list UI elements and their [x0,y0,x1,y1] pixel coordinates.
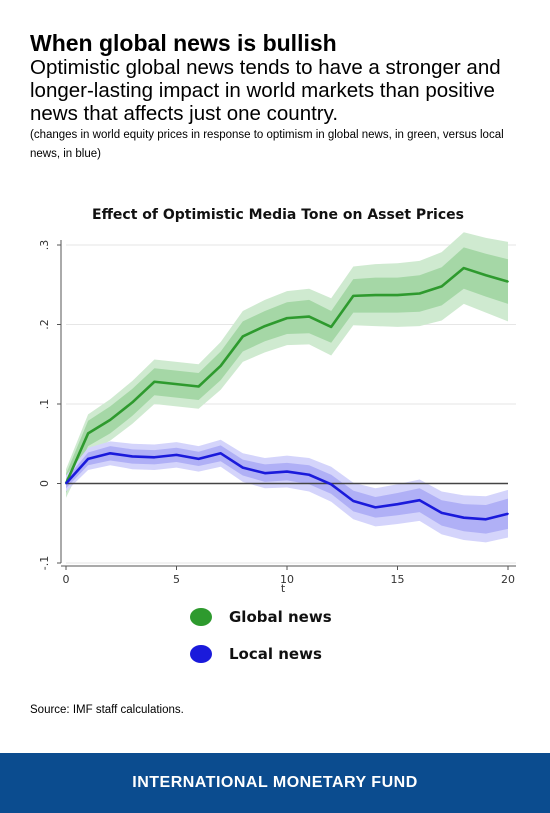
data-point [219,452,222,455]
data-point [197,385,200,388]
header: When global news is bullish Optimistic g… [30,30,530,164]
data-point [440,285,443,288]
data-point [374,506,377,509]
data-point [153,380,156,383]
legend-label: Global news [229,608,332,626]
data-point [463,267,465,269]
data-point [308,315,310,318]
data-point [440,512,443,514]
x-tick-label: 10 [280,573,294,586]
confidence-band-inner [66,445,508,534]
data-point [242,335,244,338]
chart-note: (changes in world equity prices in respo… [30,129,504,160]
data-point [485,518,487,521]
data-point [374,294,377,296]
data-point [485,274,487,277]
data-point [87,432,89,435]
data-point [308,473,310,476]
data-point [131,455,134,458]
data-point [65,482,67,485]
chart-title: Effect of Optimistic Media Tone on Asset… [92,207,464,223]
x-tick-label: 5 [173,573,180,586]
data-point [197,458,200,460]
data-point [175,383,178,385]
y-tick-label: -.1 [38,556,51,570]
x-tick-label: 20 [501,573,515,586]
organization-name: INTERNATIONAL MONETARY FUND [132,774,418,791]
data-point [286,470,288,473]
data-point [286,317,288,319]
data-point [330,326,333,328]
confidence-band-inner [66,247,508,494]
data-point [153,456,156,459]
source-note: Source: IMF staff calculations. [30,704,184,716]
confidence-band-outer [66,439,508,543]
data-point [418,499,421,501]
data-point [463,516,465,519]
data-point [396,503,399,505]
page-subtitle: Optimistic global news tends to have a s… [30,56,501,125]
x-tick-label: 0 [63,573,70,586]
legend-label: Local news [229,645,322,663]
data-point [219,365,222,367]
data-point [131,401,134,404]
data-point [264,325,266,327]
y-tick-label: .3 [38,240,51,251]
data-point [109,452,111,455]
data-point [87,458,89,460]
y-tick-label: .2 [38,319,51,330]
data-point [507,280,509,283]
data-point [330,483,333,486]
line-chart: Effect of Optimistic Media Tone on Asset… [38,207,516,663]
y-tick-label: 0 [38,480,51,487]
data-point [109,419,111,421]
legend-marker [190,608,212,626]
data-point [352,500,355,502]
footer-banner: INTERNATIONAL MONETARY FUND [0,753,550,813]
legend-marker [190,645,212,663]
x-axis-label: t [281,582,286,595]
data-point [418,292,421,295]
x-tick-label: 15 [391,573,405,586]
data-point [507,512,509,515]
data-point [175,454,178,456]
data-point [242,466,244,469]
page-title: When global news is bullish [30,30,337,56]
data-point [396,294,399,296]
y-tick-label: .1 [38,399,51,410]
data-point [264,472,266,474]
data-point [352,295,355,297]
